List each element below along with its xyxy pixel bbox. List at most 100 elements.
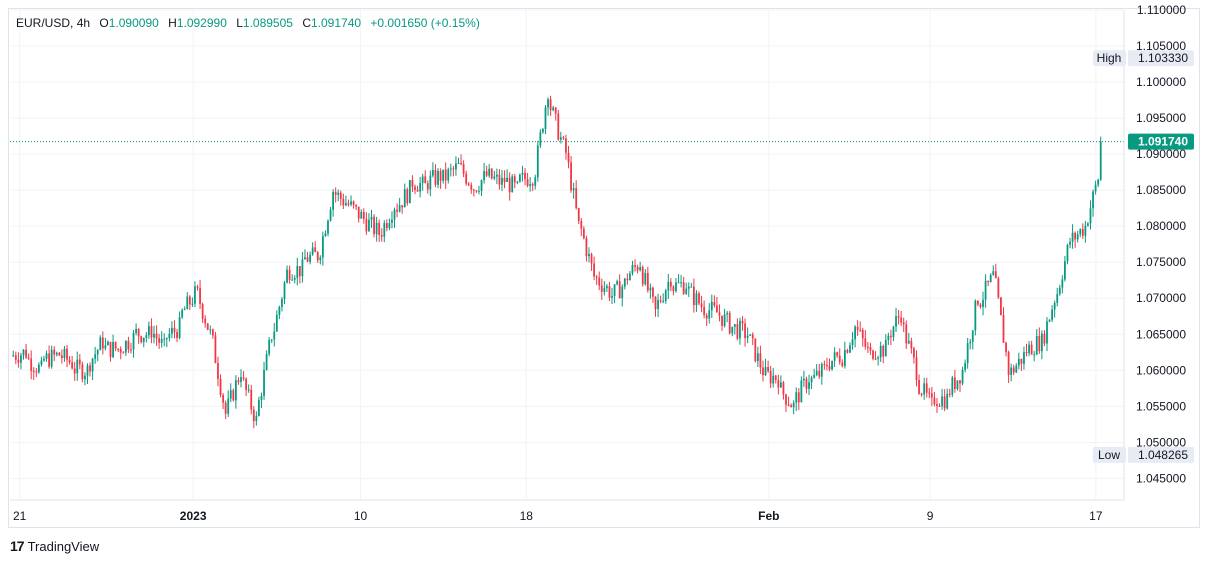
- candle-body: [444, 169, 447, 181]
- candle-body: [398, 205, 401, 212]
- candle-body: [667, 281, 670, 291]
- candle-body: [964, 363, 967, 370]
- candle-body: [677, 282, 680, 284]
- candle-body: [872, 350, 874, 359]
- candle-body: [37, 364, 40, 373]
- candle-body: [470, 184, 473, 190]
- high-value-tag-box: [1128, 50, 1194, 67]
- candle-body: [1020, 358, 1023, 364]
- footer[interactable]: 17 TradingView: [10, 538, 99, 554]
- candle-body: [992, 271, 995, 275]
- y-tick-label: 1.090000: [1136, 147, 1186, 161]
- candle-body: [319, 257, 322, 261]
- candle-body: [1056, 294, 1059, 303]
- y-tick-label: 1.050000: [1136, 435, 1186, 449]
- candle-body: [99, 337, 102, 351]
- candle-body: [301, 259, 304, 277]
- candle-body: [426, 183, 429, 190]
- candle-body: [306, 257, 309, 262]
- candle-body: [516, 181, 519, 183]
- x-tick-label: 2023: [180, 509, 207, 523]
- candle-body: [1094, 184, 1097, 192]
- candle-body: [562, 137, 565, 139]
- candle-body: [73, 368, 76, 374]
- candle-body: [918, 380, 920, 394]
- candle-body: [439, 170, 442, 181]
- candle-body: [63, 348, 66, 358]
- candle-body: [519, 174, 521, 182]
- candle-body: [424, 176, 427, 184]
- candle-body: [580, 221, 583, 229]
- candle-body: [411, 180, 414, 187]
- candle-body: [1069, 241, 1071, 245]
- candle-body: [959, 380, 961, 384]
- candle-body: [1015, 365, 1018, 373]
- candle-body: [101, 337, 104, 349]
- candle-body: [135, 328, 137, 334]
- candle-body: [1002, 315, 1005, 343]
- candle-body: [199, 287, 201, 305]
- chart-frame[interactable]: [8, 8, 1200, 528]
- ohlc-legend: EUR/USD, 4h O1.090090 H1.092990 L1.08950…: [16, 16, 480, 30]
- high-value-tag-text: 1.103330: [1138, 51, 1188, 65]
- candle-body: [350, 201, 352, 205]
- candle-body: [20, 355, 22, 363]
- candle-body: [795, 392, 798, 403]
- candle-body: [654, 296, 657, 310]
- candle-body: [403, 189, 406, 208]
- candle-body: [275, 314, 278, 332]
- candle-body: [1035, 335, 1038, 355]
- candle-body: [1084, 225, 1087, 236]
- candle-body: [861, 329, 864, 339]
- candle-body: [76, 359, 79, 374]
- low-label-tag: Low: [1093, 446, 1126, 463]
- candle-body: [608, 286, 611, 298]
- candle-body: [953, 377, 956, 390]
- candle-body: [800, 380, 803, 403]
- candle-body: [55, 352, 58, 355]
- candle-body: [877, 357, 880, 359]
- candle-body: [649, 287, 652, 291]
- low-key: L: [236, 16, 243, 30]
- candle-body: [503, 177, 506, 182]
- candle-body: [71, 362, 74, 369]
- candle-body: [314, 247, 317, 253]
- candle-body: [375, 222, 378, 235]
- current-price-tag-text: 1.091740: [1138, 135, 1188, 149]
- candle-body: [393, 209, 396, 220]
- candle-body: [994, 271, 997, 279]
- candle-body: [406, 189, 409, 204]
- candle-body: [196, 286, 199, 288]
- candle-body: [265, 354, 268, 370]
- candle-body: [524, 172, 526, 180]
- candle-body: [1048, 319, 1051, 322]
- candle-body: [826, 364, 828, 367]
- candle-body: [485, 171, 488, 176]
- candle-body: [498, 174, 501, 185]
- candle-body: [1087, 223, 1089, 226]
- candle-body: [836, 352, 839, 356]
- candle-body: [843, 350, 846, 367]
- candle-body: [659, 300, 662, 302]
- candle-body: [408, 180, 411, 204]
- candle-body: [618, 281, 621, 299]
- candle-body: [391, 219, 393, 224]
- candle-body: [173, 327, 176, 333]
- candle-body: [692, 286, 695, 306]
- candle-body: [178, 317, 181, 339]
- candle-body: [529, 184, 532, 186]
- candle-body: [150, 326, 153, 338]
- candle-body: [252, 409, 255, 422]
- candle-body: [140, 336, 143, 343]
- candle-body: [613, 284, 616, 296]
- candle-body: [388, 223, 391, 229]
- candle-body: [544, 107, 547, 130]
- candle-body: [890, 335, 892, 338]
- candle-body: [1066, 244, 1069, 262]
- current-price-tag: 1.091740: [1128, 133, 1194, 150]
- candle-body: [948, 393, 951, 395]
- candle-body: [465, 173, 468, 184]
- candle-body: [153, 333, 155, 338]
- candle-body: [1030, 344, 1033, 355]
